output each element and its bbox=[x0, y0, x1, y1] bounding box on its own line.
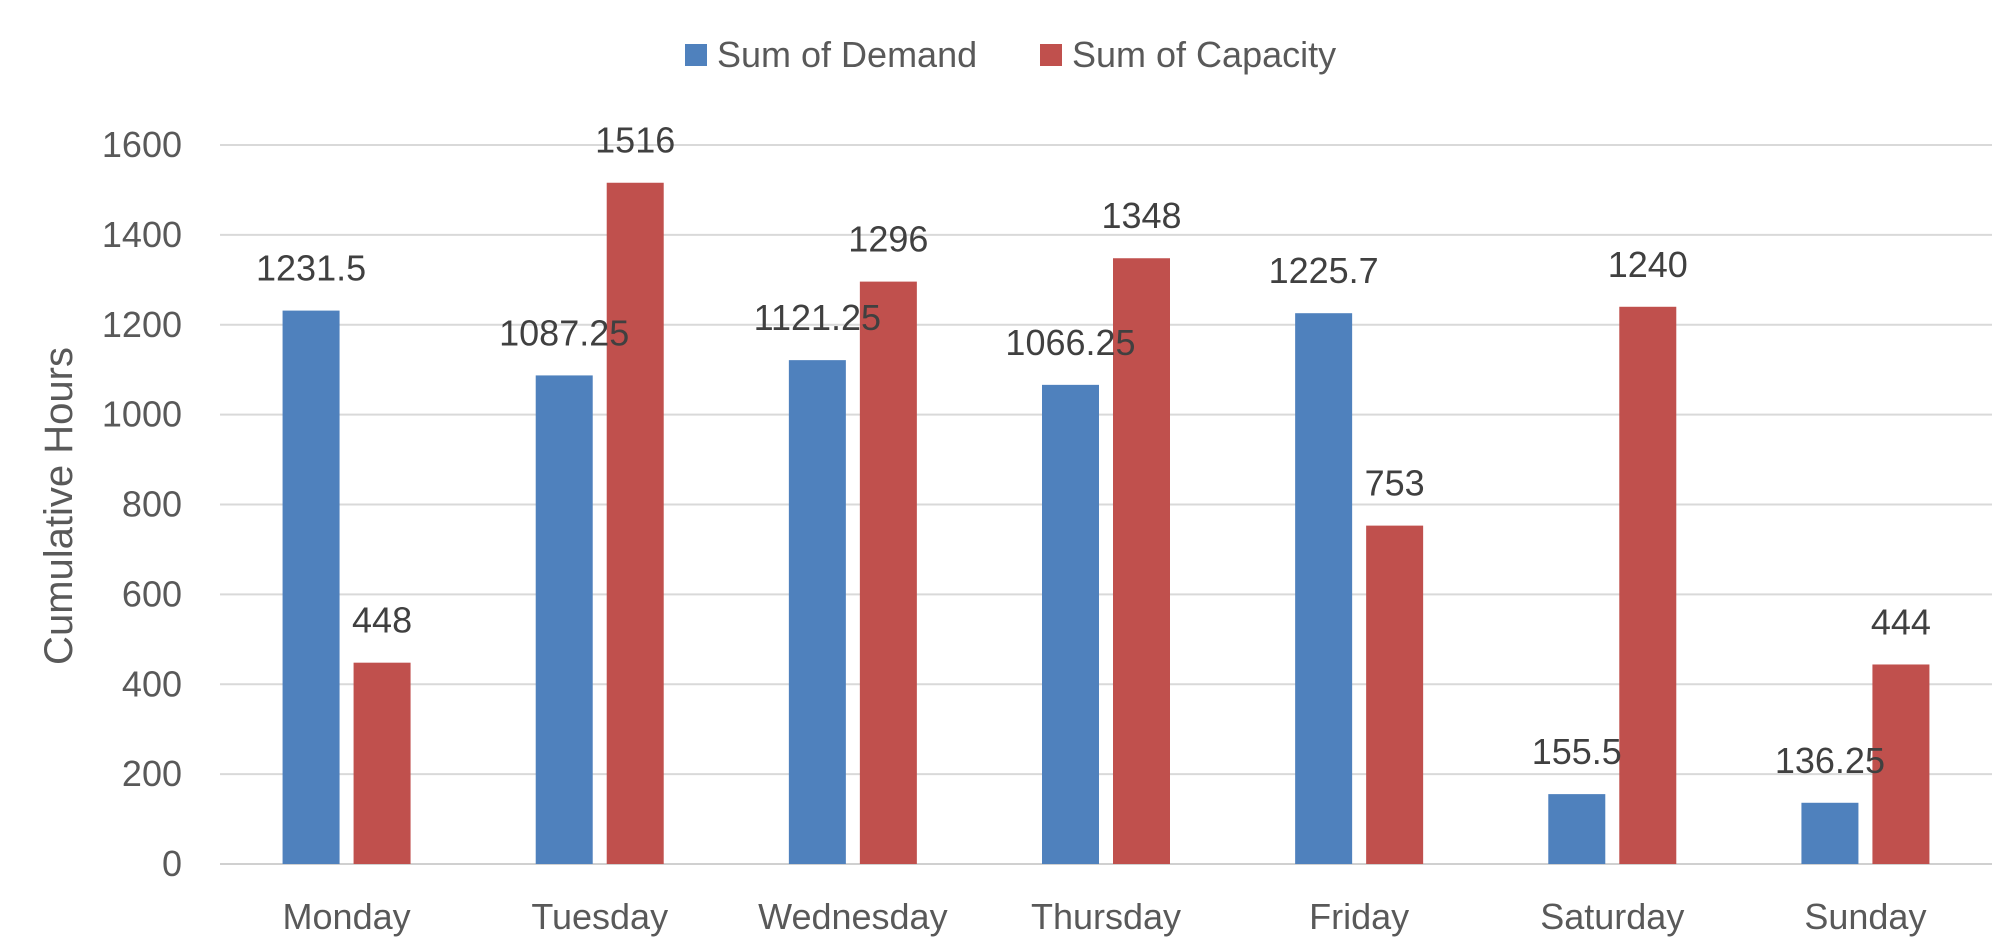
capacity-data-label: 753 bbox=[1365, 463, 1425, 504]
capacity-data-label: 1296 bbox=[848, 219, 928, 260]
y-tick-label: 200 bbox=[122, 753, 182, 794]
capacity-bar-tuesday bbox=[606, 182, 664, 864]
demand-data-label: 155.5 bbox=[1532, 731, 1622, 772]
data-labels: 1231.5 448 1087.25 1516 1121.25 1296 1066.25 13… bbox=[256, 120, 1931, 781]
x-tick-label: Friday bbox=[1309, 896, 1409, 937]
legend-label-demand: Sum of Demand bbox=[717, 34, 977, 75]
x-tick-label: Tuesday bbox=[531, 896, 668, 937]
bars bbox=[282, 182, 1930, 864]
capacity-bar-wednesday bbox=[859, 281, 917, 864]
capacity-bar-saturday bbox=[1619, 306, 1677, 864]
capacity-data-label: 1516 bbox=[595, 120, 675, 161]
demand-data-label: 1066.25 bbox=[1005, 322, 1135, 363]
demand-data-label: 1087.25 bbox=[499, 312, 629, 353]
capacity-data-label: 1240 bbox=[1608, 244, 1688, 285]
demand-bar-tuesday bbox=[535, 375, 593, 864]
demand-data-label: 136.25 bbox=[1775, 740, 1885, 781]
y-tick-label: 1400 bbox=[102, 214, 182, 255]
y-axis-title: Cumulative Hours bbox=[37, 347, 81, 665]
demand-bar-friday bbox=[1295, 313, 1353, 864]
capacity-data-label: 1348 bbox=[1101, 195, 1181, 236]
y-tick-label: 400 bbox=[122, 663, 182, 704]
x-tick-label: Monday bbox=[283, 896, 411, 937]
x-axis-ticks: Monday Tuesday Wednesday Thursday Friday Satu… bbox=[283, 896, 1927, 937]
y-tick-label: 1000 bbox=[102, 394, 182, 435]
capacity-bar-sunday bbox=[1872, 664, 1930, 864]
x-tick-label: Saturday bbox=[1540, 896, 1684, 937]
legend: Sum of Demand Sum of Capacity bbox=[685, 34, 1336, 75]
capacity-bar-thursday bbox=[1113, 258, 1170, 864]
x-tick-label: Wednesday bbox=[758, 896, 947, 937]
capacity-bar-friday bbox=[1366, 525, 1424, 864]
demand-bar-thursday bbox=[1042, 384, 1099, 864]
y-tick-label: 0 bbox=[162, 843, 182, 884]
capacity-data-label: 444 bbox=[1871, 601, 1931, 642]
demand-bar-sunday bbox=[1801, 802, 1859, 864]
demand-data-label: 1121.25 bbox=[754, 297, 881, 338]
legend-swatch-capacity bbox=[1040, 44, 1062, 66]
demand-bar-wednesday bbox=[788, 360, 846, 864]
legend-label-capacity: Sum of Capacity bbox=[1072, 34, 1336, 75]
gridlines bbox=[220, 144, 1992, 865]
demand-bar-saturday bbox=[1548, 794, 1606, 864]
y-axis-ticks: 0 200 400 600 800 1000 1200 1400 1600 bbox=[102, 124, 182, 884]
demand-bar-monday bbox=[282, 310, 340, 864]
y-tick-label: 1200 bbox=[102, 304, 182, 345]
x-tick-label: Thursday bbox=[1031, 896, 1181, 937]
capacity-data-label: 448 bbox=[352, 600, 412, 641]
demand-data-label: 1231.5 bbox=[256, 248, 366, 289]
x-tick-label: Sunday bbox=[1804, 896, 1926, 937]
y-tick-label: 800 bbox=[122, 484, 182, 525]
capacity-bar-monday bbox=[353, 662, 411, 864]
y-tick-label: 1600 bbox=[102, 124, 182, 165]
legend-swatch-demand bbox=[685, 44, 707, 66]
y-tick-label: 600 bbox=[122, 573, 182, 614]
demand-data-label: 1225.7 bbox=[1269, 250, 1379, 291]
